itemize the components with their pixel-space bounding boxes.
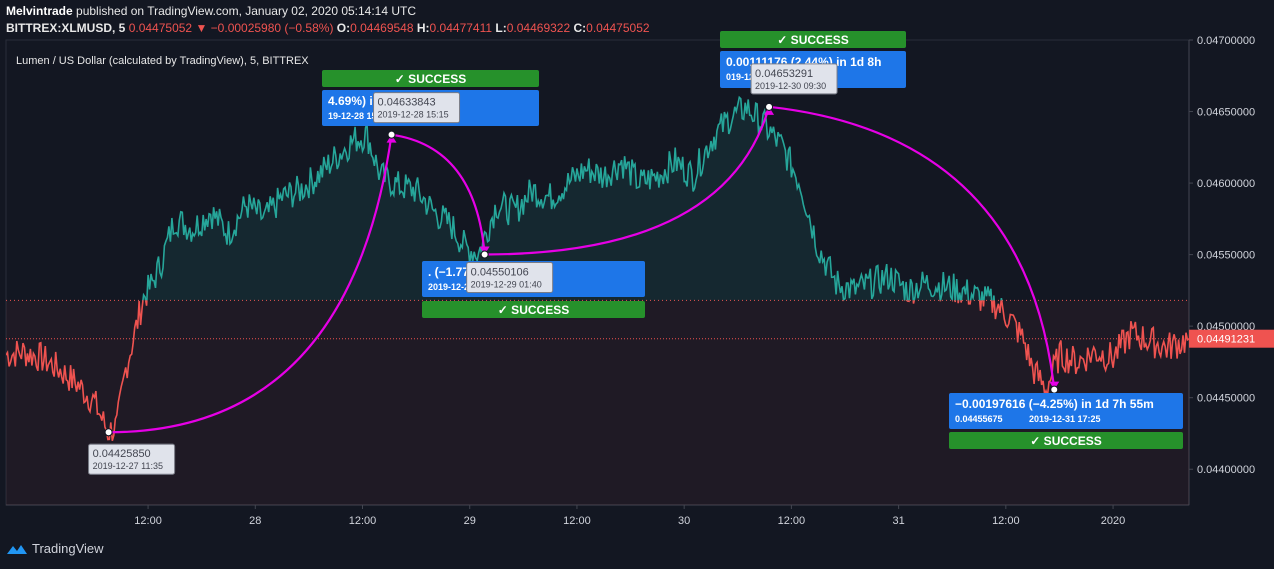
success-badge (949, 432, 1183, 449)
current-price-label: 0.04491231 (1197, 334, 1255, 346)
success-badge (322, 70, 539, 87)
author-name[interactable]: Melvintrade (6, 4, 73, 18)
projection-arc (391, 133, 486, 255)
close-value: 0.04475052 (586, 21, 650, 35)
high-label: H: (416, 21, 430, 35)
x-tick-label: 12:00 (134, 515, 162, 527)
marker-price-top: 0.04550106 (471, 266, 529, 278)
price-line-up (142, 95, 1003, 301)
y-tick-label: 0.04700000 (1197, 35, 1255, 47)
x-tick-label: 30 (678, 515, 690, 527)
x-tick-label: 12:00 (992, 515, 1020, 527)
measurement-date: 19-12-28 15:10 (328, 111, 390, 121)
y-tick-label: 0.04450000 (1197, 393, 1255, 405)
measurement-sub: 0.04455675 (955, 414, 1003, 424)
marker-date-top: 2019-12-30 09:30 (755, 81, 826, 91)
price-marker-dot-top (765, 102, 774, 111)
symbol-label[interactable]: BITTREX:XLMUSD, 5 (6, 21, 126, 35)
marker-label-box-top (373, 92, 461, 124)
tradingview-logo-icon (7, 544, 27, 554)
x-tick-label: 12:00 (778, 515, 806, 527)
marker-label-box-top (750, 63, 838, 95)
marker-label-box-top (466, 261, 554, 293)
y-tick-label: 0.04600000 (1197, 178, 1255, 190)
price-marker-dot-top (104, 428, 113, 437)
marker-price-top: 0.04425850 (93, 448, 151, 460)
tradingview-footer: TradingView (6, 541, 104, 556)
brand-name[interactable]: TradingView (32, 541, 104, 556)
published-text: published on TradingView.com, January 02… (76, 4, 417, 18)
open-label: O: (336, 21, 351, 35)
x-tick-label: 29 (464, 515, 476, 527)
current-price-tag (1189, 329, 1274, 348)
y-tick-label: 0.04400000 (1197, 464, 1255, 476)
marker-label-box-top (88, 443, 176, 475)
measurement-text: −0.00197616 (−4.25%) in 1d 7h 55m (955, 397, 1154, 411)
measurement-date: 2019-12-29 02:05 (428, 282, 500, 292)
x-tick-label: 31 (892, 515, 904, 527)
success-label: ✓ SUCCESS (777, 33, 848, 47)
x-tick-label: 2020 (1101, 515, 1125, 527)
marker-date-top: 2019-12-27 11:35 (93, 461, 163, 471)
open-value: 0.04469548 (350, 21, 414, 35)
x-tick-label: 12:00 (349, 515, 377, 527)
projection-arc (484, 106, 771, 256)
low-label: L: (495, 21, 507, 35)
price-line-down (6, 300, 1189, 442)
marker-date-top: 2019-12-28 15:15 (378, 110, 449, 120)
projection-arc (768, 105, 1056, 390)
marker-date-top: 2019-12-29 01:40 (471, 279, 542, 289)
publish-info: Melvintrade published on TradingView.com… (6, 4, 416, 18)
y-tick-label: 0.04550000 (1197, 250, 1255, 262)
marker-price-top: 0.04653291 (755, 68, 813, 80)
y-tick-label: 0.04650000 (1197, 107, 1255, 119)
success-label: ✓ SUCCESS (395, 72, 466, 86)
price-marker-dot-top (387, 130, 396, 139)
price-marker-dot-top (480, 250, 489, 259)
ohlc-line: BITTREX:XLMUSD, 5 0.04475052 ▼ −0.000259… (6, 21, 650, 35)
high-value: 0.04477411 (429, 21, 493, 35)
last-price: 0.04475052 (128, 21, 193, 35)
close-label: C: (573, 21, 587, 35)
x-tick-label: 28 (249, 515, 261, 527)
success-label: ✓ SUCCESS (498, 303, 569, 317)
marker-price-top: 0.04633843 (378, 97, 436, 109)
down-arrow-icon: ▼ (195, 21, 208, 35)
success-badge (720, 31, 906, 48)
x-tick-label: 12:00 (563, 515, 591, 527)
measurement-box (949, 393, 1183, 429)
success-badge (422, 301, 645, 318)
measurement-date: 2019-12-31 17:25 (1029, 414, 1101, 424)
price-change: −0.00025980 (−0.58%) (210, 21, 334, 35)
price-marker-dot (1050, 385, 1059, 394)
chart-title: Lumen / US Dollar (calculated by Trading… (16, 55, 309, 67)
low-value: 0.04469322 (506, 21, 571, 35)
projection-arc (108, 134, 393, 434)
success-label: ✓ SUCCESS (1030, 434, 1101, 448)
